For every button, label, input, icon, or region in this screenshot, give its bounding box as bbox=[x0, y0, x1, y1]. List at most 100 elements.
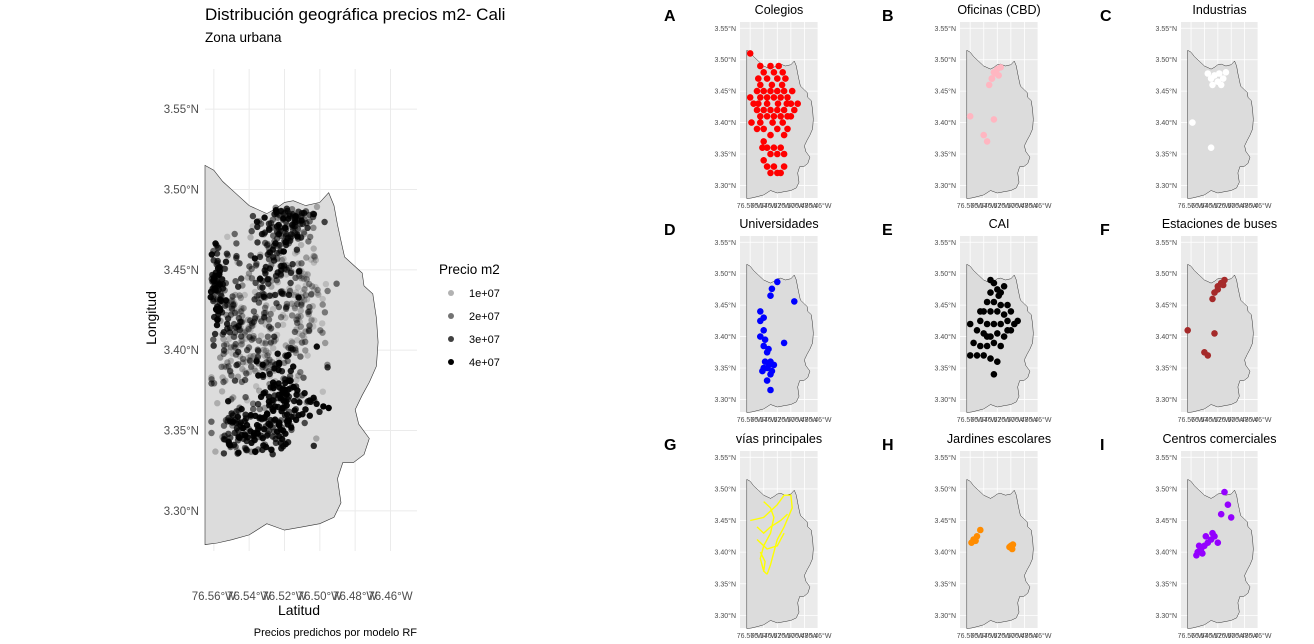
price-point bbox=[261, 414, 268, 421]
price-point bbox=[311, 254, 318, 261]
price-point bbox=[294, 248, 301, 255]
panel-road-line bbox=[759, 501, 775, 572]
price-point bbox=[248, 320, 256, 327]
panel-b: 3.30°N 3.35°N 3.40°N 3.45°N 3.50°N 3.55°N 76.5… bbox=[882, 3, 1052, 210]
price-point bbox=[245, 326, 252, 333]
panel-point bbox=[757, 333, 764, 340]
price-point bbox=[290, 363, 297, 370]
panel-region-polygon bbox=[966, 49, 1034, 199]
panel-point bbox=[1007, 308, 1015, 315]
price-point bbox=[239, 282, 246, 289]
panel-point bbox=[966, 113, 974, 120]
price-point bbox=[270, 345, 277, 352]
panel-point bbox=[768, 285, 776, 293]
panel-y-tick-label: 3.35°N bbox=[935, 365, 956, 373]
price-point bbox=[208, 429, 215, 437]
panel-point bbox=[783, 100, 791, 107]
panel-title: vías principales bbox=[736, 432, 822, 446]
price-point bbox=[244, 274, 251, 281]
price-point bbox=[218, 388, 226, 395]
panel-y-tick-label: 3.45°N bbox=[1156, 88, 1177, 96]
price-point bbox=[279, 311, 287, 319]
price-point bbox=[297, 241, 305, 249]
price-point bbox=[288, 300, 295, 307]
price-point bbox=[301, 419, 308, 427]
panel-y-tick-label: 3.30°N bbox=[715, 182, 736, 190]
price-point bbox=[242, 394, 249, 401]
price-point bbox=[234, 450, 241, 457]
price-point bbox=[242, 432, 249, 439]
price-point bbox=[270, 407, 277, 414]
price-point bbox=[295, 268, 302, 275]
panel-point bbox=[990, 298, 998, 306]
legend-key-point bbox=[448, 336, 454, 342]
panel-point bbox=[973, 327, 981, 334]
price-point bbox=[283, 271, 290, 278]
price-point bbox=[298, 294, 306, 301]
price-point bbox=[248, 275, 256, 282]
price-point bbox=[262, 347, 270, 354]
price-point bbox=[233, 252, 240, 260]
main-x-tick-label: 76.56°W bbox=[192, 591, 236, 603]
price-point bbox=[220, 422, 228, 429]
price-point bbox=[310, 224, 317, 231]
panel-point bbox=[988, 75, 996, 82]
price-point bbox=[279, 288, 287, 295]
price-point bbox=[291, 291, 298, 299]
panel-point bbox=[757, 317, 764, 325]
price-point bbox=[291, 304, 299, 312]
price-point bbox=[283, 261, 290, 269]
price-point bbox=[235, 283, 242, 290]
price-point bbox=[267, 339, 275, 346]
panel-x-tick-label: 76.50°W bbox=[777, 416, 804, 424]
legend-entry-label: 4e+07 bbox=[469, 357, 500, 369]
panel-point bbox=[763, 75, 771, 82]
panel-y-tick-label: 3.35°N bbox=[715, 365, 736, 373]
price-point bbox=[250, 335, 257, 342]
panel-point bbox=[770, 94, 778, 101]
price-point bbox=[230, 320, 238, 328]
legend: Precio m2 1e+07 2e+07 3e+07 4e+07 bbox=[439, 262, 500, 369]
price-point bbox=[296, 399, 303, 406]
price-point bbox=[319, 301, 326, 308]
panel-y-tick-label: 3.50°N bbox=[715, 270, 736, 278]
price-point bbox=[223, 250, 231, 257]
price-point bbox=[280, 392, 288, 400]
panel-x-tick-label: 76.52°W bbox=[984, 632, 1011, 640]
panel-x-tick-label: 76.52°W bbox=[764, 632, 791, 640]
price-point bbox=[282, 226, 290, 233]
price-point bbox=[210, 342, 217, 349]
price-point bbox=[240, 305, 247, 312]
price-point bbox=[272, 336, 279, 343]
price-point bbox=[302, 406, 309, 413]
price-point bbox=[282, 430, 289, 437]
price-point bbox=[229, 293, 236, 300]
panel-x-tick-label: 76.46°W bbox=[1245, 416, 1272, 424]
price-point bbox=[319, 329, 326, 336]
price-point bbox=[291, 250, 299, 257]
panel-point bbox=[760, 69, 767, 76]
panel-x-tick-label: 76.48°W bbox=[1231, 416, 1258, 424]
price-point bbox=[322, 339, 329, 347]
price-point bbox=[306, 303, 313, 311]
price-point bbox=[276, 355, 283, 363]
panel-y-tick-label: 3.40°N bbox=[715, 549, 736, 557]
price-point bbox=[265, 245, 273, 252]
panel-y-tick-label: 3.55°N bbox=[1156, 239, 1177, 247]
price-point bbox=[220, 378, 227, 386]
panel-point bbox=[777, 144, 784, 151]
price-point bbox=[218, 292, 225, 300]
price-point bbox=[313, 203, 321, 210]
price-point bbox=[218, 297, 225, 304]
price-point bbox=[260, 346, 267, 353]
panel-point bbox=[763, 100, 771, 107]
price-point bbox=[236, 322, 243, 329]
panel-region-polygon bbox=[1187, 49, 1254, 199]
main-y-tick-label: 3.55°N bbox=[164, 104, 199, 116]
panel-y-tick-label: 3.30°N bbox=[1156, 182, 1177, 190]
panel-point bbox=[774, 150, 781, 158]
price-point bbox=[291, 229, 298, 237]
price-point bbox=[333, 280, 340, 287]
panel-title: Industrias bbox=[1192, 3, 1246, 17]
panel-point bbox=[774, 278, 781, 286]
